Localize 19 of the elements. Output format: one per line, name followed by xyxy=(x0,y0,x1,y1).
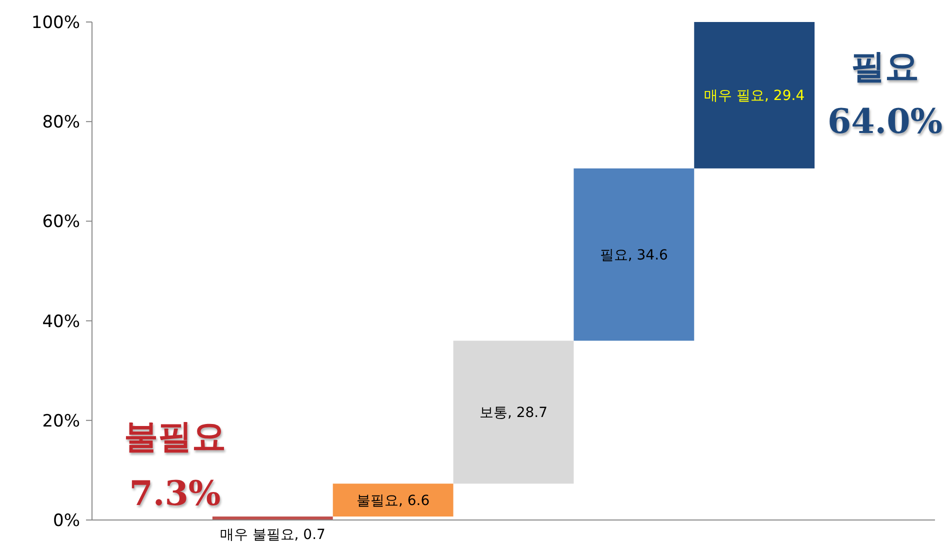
y-tick-label: 0% xyxy=(53,511,80,531)
annotation: 7.3% xyxy=(129,474,221,514)
data-label: 매우 불필요, 0.7 xyxy=(220,527,326,543)
annotation: 불필요 xyxy=(124,417,226,457)
annotation: 64.0% xyxy=(827,102,943,142)
bar xyxy=(574,168,694,341)
y-tick-label: 100% xyxy=(31,13,80,33)
y-tick-label: 80% xyxy=(42,112,80,133)
y-tick-label: 60% xyxy=(42,212,80,232)
data-label: 보통, 28.7 xyxy=(479,405,548,422)
y-tick-label: 40% xyxy=(42,312,80,332)
y-tick-label: 20% xyxy=(42,411,80,432)
bar xyxy=(694,22,815,168)
data-label: 매우 필요, 29.4 xyxy=(704,88,805,104)
bar xyxy=(332,484,454,517)
data-label: 불필요, 6.6 xyxy=(356,493,430,510)
annotation: 필요 xyxy=(851,47,919,87)
data-label: 필요, 34.6 xyxy=(600,248,668,264)
bar xyxy=(453,340,574,484)
